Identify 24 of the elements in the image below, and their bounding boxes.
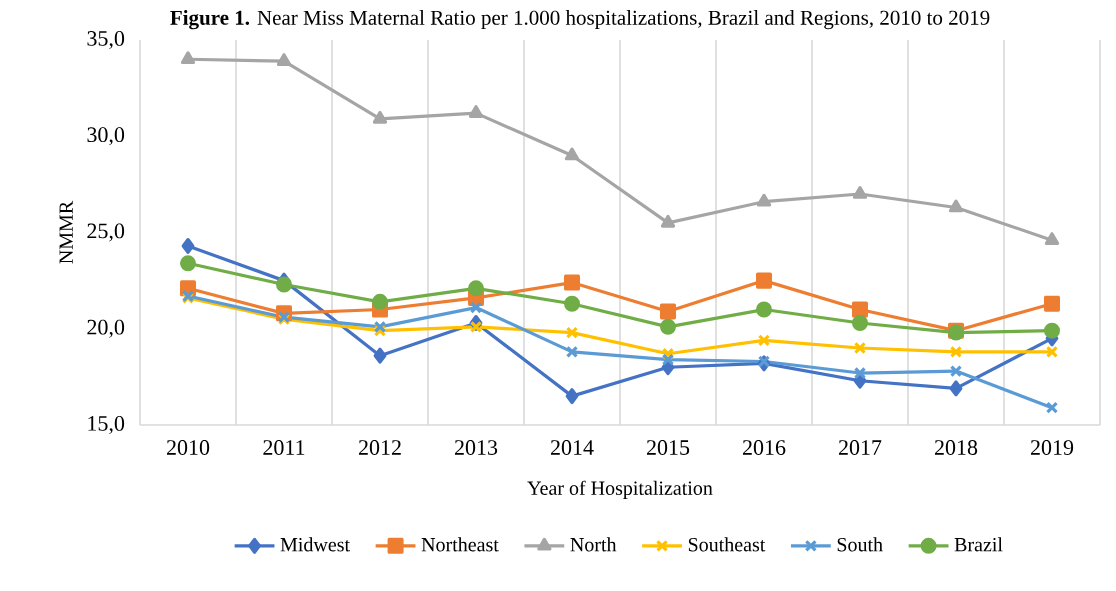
x-tick-label: 2016 <box>742 440 786 455</box>
y-tick-label: 25,0 <box>87 223 125 242</box>
x-tick-label: 2014 <box>550 440 594 455</box>
x-tick-label: 2013 <box>454 440 498 455</box>
y-tick-label: 15,0 <box>88 416 125 435</box>
x-tick-label: 2015 <box>646 440 690 455</box>
chart-title: Figure 1. Near Miss Maternal Ratio per 1.000 hospitalizations, Brazil and Regions, 2010 to 2019 <box>170 10 990 30</box>
x-tick-label: 2010 <box>166 440 210 455</box>
x-axis-title: Year of Hospitalization <box>527 480 713 499</box>
legend-label: Midwest <box>280 537 350 552</box>
y-tick-label: 30,0 <box>87 127 125 146</box>
x-tick-label: 2012 <box>358 440 401 455</box>
legend-label: South <box>837 537 883 552</box>
x-tick-label: 2017 <box>838 440 882 455</box>
x-tick-label: 2019 <box>1030 440 1074 455</box>
y-tick-label: 20,0 <box>87 319 125 338</box>
legend-label: North <box>570 537 617 552</box>
legend-label: Southeast <box>688 537 766 552</box>
legend-label: Brazil <box>954 537 1003 552</box>
legend-label: Northeast <box>421 537 499 552</box>
x-tick-label: 2011 <box>263 440 305 455</box>
y-tick-label: 35,0 <box>87 31 125 50</box>
y-axis-title: NMMR <box>59 200 73 264</box>
x-tick-label: 2018 <box>934 440 978 455</box>
